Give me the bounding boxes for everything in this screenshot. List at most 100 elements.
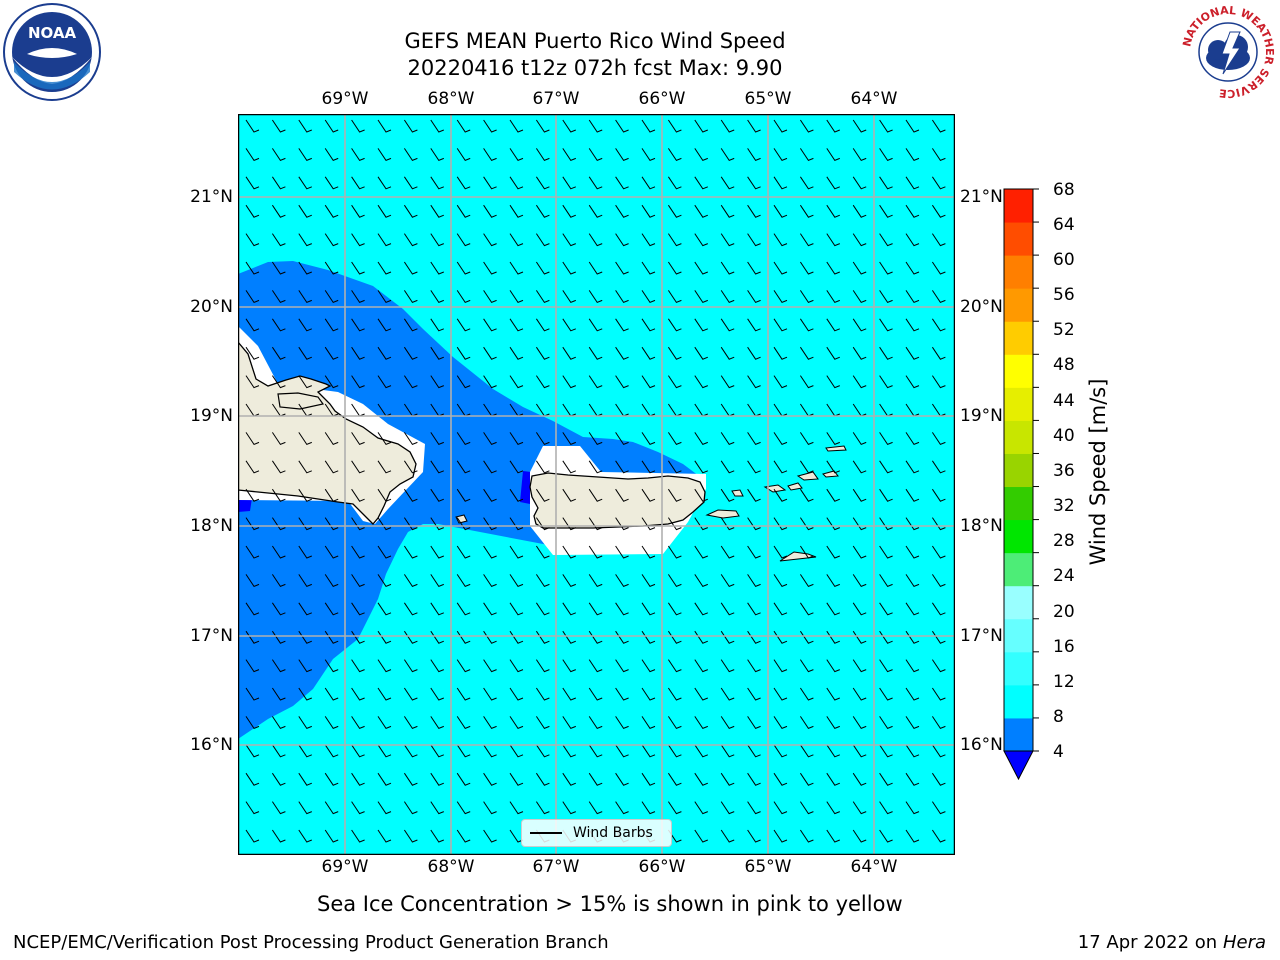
wind-barb <box>403 602 418 616</box>
colorbar-segment <box>1004 585 1033 620</box>
wind-barb <box>351 602 365 616</box>
wind-barb <box>509 346 524 360</box>
wind-barb <box>535 602 550 616</box>
wind-barb <box>667 460 682 474</box>
wind-barb <box>667 488 682 502</box>
wind-barb <box>377 574 392 588</box>
wind-barb <box>641 148 656 162</box>
wind-barb <box>720 204 735 218</box>
wind-barb <box>430 602 444 616</box>
colorbar-segment <box>1004 387 1033 421</box>
wind-barb <box>535 801 550 815</box>
wind-barb <box>694 261 708 275</box>
wind-barb <box>931 517 946 531</box>
wind-barb <box>747 432 761 446</box>
wind-barb <box>509 517 524 531</box>
wind-barb <box>271 432 286 446</box>
wind-barb <box>905 574 920 588</box>
wind-barb <box>562 375 576 389</box>
wind-barb <box>324 432 339 446</box>
wind-barb <box>879 801 893 815</box>
wind-barb <box>694 204 708 218</box>
wind-barb <box>324 290 339 304</box>
wind-barb <box>879 432 893 446</box>
wind-barb <box>456 545 471 559</box>
wind-barb <box>271 659 286 673</box>
wind-barb <box>615 659 629 673</box>
wind-barb <box>799 148 814 162</box>
wind-barb <box>879 517 893 531</box>
wind-barb <box>773 602 788 616</box>
wind-barb <box>456 488 471 502</box>
colorbar-level-label: 32 <box>1053 496 1075 516</box>
wind-barb <box>905 432 920 446</box>
colorbar-level-label: 64 <box>1053 215 1075 235</box>
wind-barb <box>905 602 920 616</box>
wind-barb <box>430 545 444 559</box>
wind-barb <box>641 346 656 360</box>
wind-barb <box>694 290 708 304</box>
wind-barb <box>562 517 576 531</box>
wind-barb <box>826 716 840 730</box>
wind-barb <box>667 148 682 162</box>
wind-barb <box>615 375 629 389</box>
wind-barb <box>271 204 286 218</box>
wind-barb <box>615 261 629 275</box>
wind-barb <box>535 517 550 531</box>
wind-barb <box>377 318 392 332</box>
wind-barb <box>667 176 682 190</box>
colorbar-level-label: 44 <box>1053 391 1075 411</box>
wind-barb <box>456 517 471 531</box>
wind-barb <box>720 290 735 304</box>
wind-barb <box>562 659 576 673</box>
wind-barb <box>720 460 735 474</box>
wind-barb <box>245 687 260 701</box>
wind-barb <box>271 488 286 502</box>
wind-barb <box>694 829 708 843</box>
wind-barb <box>271 716 286 730</box>
wind-barb <box>377 375 392 389</box>
wind-barb <box>377 176 392 190</box>
wind-barb <box>403 148 418 162</box>
wind-barb <box>720 148 735 162</box>
wind-barb <box>324 119 339 133</box>
wind-barb <box>298 716 312 730</box>
wind-barb <box>615 574 629 588</box>
wind-barb <box>694 176 708 190</box>
lon-tick-top: 66°W <box>638 89 686 109</box>
wind-barb <box>509 687 524 701</box>
wind-barb <box>879 687 893 701</box>
wind-barb <box>641 659 656 673</box>
wind-barb <box>509 432 524 446</box>
wind-barb <box>931 545 946 559</box>
wind-barb <box>377 772 392 786</box>
colorbar-level-label: 4 <box>1053 742 1064 762</box>
wind-barb <box>773 346 788 360</box>
wind-barb <box>271 602 286 616</box>
wind-barb <box>377 801 392 815</box>
wind-barb <box>694 318 708 332</box>
noaa-logo-text: NOAA <box>28 24 77 42</box>
wind-barb <box>826 545 840 559</box>
wind-barb <box>483 148 497 162</box>
wind-barb <box>826 744 840 758</box>
wind-barb <box>826 346 840 360</box>
wind-barb <box>430 261 444 275</box>
wind-barb <box>245 233 260 247</box>
wind-barb <box>667 204 682 218</box>
wind-barb <box>562 432 576 446</box>
wind-barb <box>535 176 550 190</box>
wind-barb <box>852 772 867 786</box>
wind-barb <box>351 148 365 162</box>
wind-barb <box>456 290 471 304</box>
wind-barb <box>615 460 629 474</box>
wind-barb <box>773 829 788 843</box>
wind-barb <box>509 233 524 247</box>
colorbar-under-triangle <box>1003 750 1034 781</box>
wind-barb <box>588 801 603 815</box>
wind-barb <box>245 119 260 133</box>
wind-barb <box>483 602 497 616</box>
wind-barb <box>879 318 893 332</box>
map-legend: Wind Barbs <box>521 819 672 847</box>
wind-barb <box>799 204 814 218</box>
